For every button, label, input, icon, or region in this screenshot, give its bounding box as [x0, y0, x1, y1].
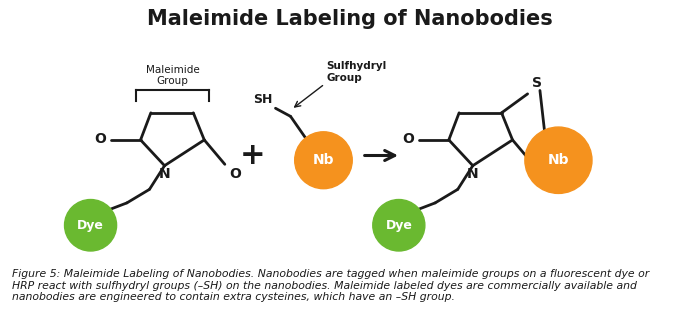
Text: Maleimide
Group: Maleimide Group [145, 65, 199, 86]
Text: Dye: Dye [385, 219, 412, 232]
Text: Dye: Dye [77, 219, 104, 232]
Circle shape [295, 132, 352, 189]
Text: Nb: Nb [548, 153, 569, 167]
Text: N: N [159, 167, 171, 181]
Text: Sulfhydryl
Group: Sulfhydryl Group [326, 61, 387, 82]
Text: +: + [240, 141, 265, 170]
Text: O: O [538, 167, 549, 181]
Text: Figure 5: Maleimide Labeling of Nanobodies. Nanobodies are tagged when maleimide: Figure 5: Maleimide Labeling of Nanobodi… [13, 269, 649, 303]
Text: Maleimide Labeling of Nanobodies: Maleimide Labeling of Nanobodies [147, 8, 552, 29]
Circle shape [525, 127, 592, 193]
Text: O: O [94, 132, 106, 146]
Text: O: O [403, 132, 415, 146]
Circle shape [64, 200, 117, 251]
Circle shape [373, 200, 425, 251]
Text: S: S [533, 77, 542, 91]
Text: Nb: Nb [312, 153, 334, 167]
Text: SH: SH [253, 93, 272, 106]
Text: O: O [229, 167, 241, 181]
Text: N: N [467, 167, 479, 181]
